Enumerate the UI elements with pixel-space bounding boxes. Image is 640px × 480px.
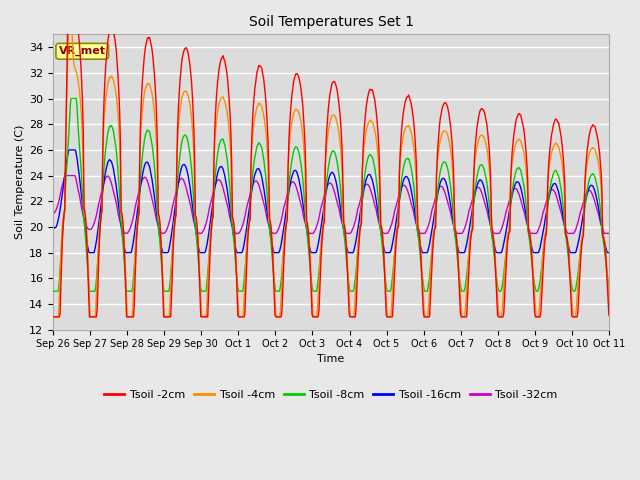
Tsoil -8cm (49, 288, 57, 294)
Tsoil -16cm (605, 250, 612, 255)
Title: Soil Temperatures Set 1: Soil Temperatures Set 1 (248, 15, 413, 29)
Tsoil -4cm (605, 296, 612, 302)
Tsoil -32cm (117, 223, 125, 228)
Tsoil -8cm (415, 245, 423, 251)
Tsoil -8cm (60, 224, 67, 229)
Tsoil -2cm (203, 314, 211, 320)
Tsoil -4cm (415, 232, 423, 238)
Tsoil -2cm (415, 233, 423, 239)
Tsoil -16cm (118, 229, 126, 235)
Tsoil -32cm (60, 180, 67, 185)
Tsoil -2cm (173, 126, 181, 132)
Tsoil -16cm (175, 180, 182, 186)
X-axis label: Time: Time (317, 354, 344, 364)
Tsoil -16cm (60, 185, 67, 191)
Tsoil -8cm (203, 280, 211, 286)
Legend: Tsoil -2cm, Tsoil -4cm, Tsoil -8cm, Tsoil -16cm, Tsoil -32cm: Tsoil -2cm, Tsoil -4cm, Tsoil -8cm, Tsoi… (100, 385, 562, 404)
Tsoil -16cm (65, 147, 73, 153)
Tsoil -8cm (399, 166, 407, 171)
Tsoil -32cm (605, 230, 612, 236)
Tsoil -2cm (49, 314, 57, 320)
Tsoil -4cm (399, 132, 407, 138)
Tsoil -32cm (417, 230, 424, 236)
Tsoil -32cm (122, 230, 130, 236)
Tsoil -4cm (203, 300, 211, 305)
Tsoil -32cm (204, 214, 212, 220)
Tsoil -8cm (117, 220, 125, 226)
Tsoil -16cm (417, 242, 424, 248)
Tsoil -8cm (173, 177, 181, 183)
Tsoil -4cm (173, 137, 181, 143)
Y-axis label: Soil Temperature (C): Soil Temperature (C) (15, 125, 25, 239)
Tsoil -2cm (605, 312, 612, 318)
Tsoil -16cm (400, 176, 408, 182)
Line: Tsoil -8cm: Tsoil -8cm (53, 98, 609, 291)
Tsoil -16cm (49, 223, 57, 229)
Tsoil -32cm (175, 180, 182, 186)
Tsoil -8cm (605, 283, 612, 288)
Tsoil -2cm (117, 209, 125, 215)
Tsoil -32cm (61, 173, 69, 179)
Tsoil -32cm (400, 182, 408, 188)
Tsoil -8cm (67, 96, 75, 101)
Tsoil -32cm (49, 211, 57, 216)
Tsoil -16cm (204, 237, 212, 243)
Line: Tsoil -4cm: Tsoil -4cm (53, 22, 609, 317)
Tsoil -4cm (49, 314, 57, 320)
Text: VR_met: VR_met (59, 46, 106, 57)
Tsoil -2cm (60, 222, 67, 228)
Line: Tsoil -16cm: Tsoil -16cm (53, 150, 609, 252)
Tsoil -2cm (399, 110, 407, 116)
Tsoil -4cm (117, 212, 125, 218)
Line: Tsoil -2cm: Tsoil -2cm (53, 0, 609, 317)
Tsoil -16cm (86, 250, 93, 255)
Tsoil -4cm (60, 215, 67, 221)
Line: Tsoil -32cm: Tsoil -32cm (53, 176, 609, 233)
Tsoil -4cm (65, 19, 72, 24)
